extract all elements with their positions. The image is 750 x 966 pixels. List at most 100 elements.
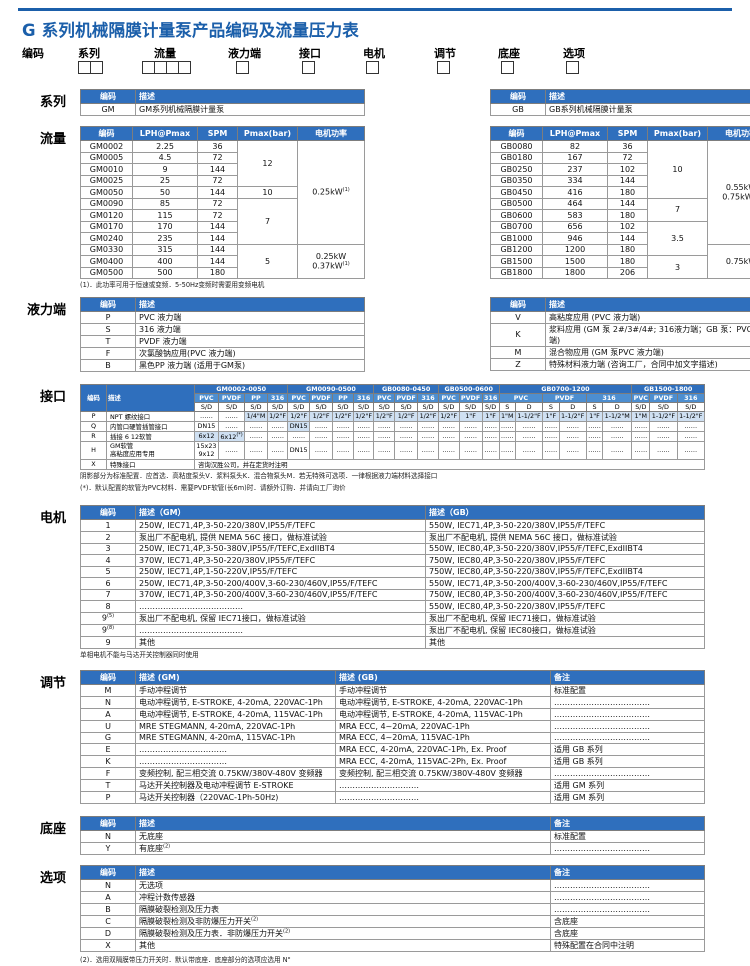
th-sd: S/D	[333, 402, 354, 411]
cell-interface-value: ……	[650, 431, 677, 441]
code-boxes-flow[interactable]	[142, 61, 190, 74]
th-group-gb0700-1200: GB0700-1200	[499, 384, 632, 393]
cell-interface-value: ……	[288, 431, 310, 441]
th-power: 电机功率	[708, 127, 750, 141]
cell-remark: 适用 GM 系列	[551, 780, 705, 792]
interface-footnote-2: (*)．默认配置的软管为PVC材料．需要PVDF软管(长6m)时．请额外订购．并…	[80, 484, 750, 494]
cell-code: 2	[81, 531, 136, 543]
cell-interface-value: ……	[586, 441, 602, 459]
cell-interface-value: 6x12	[195, 431, 219, 441]
cell-interface-value: ……	[267, 441, 288, 459]
th-sd: S/D	[677, 402, 704, 411]
code-boxes-options[interactable]	[566, 61, 578, 74]
cell-interface-value: ……	[459, 431, 482, 441]
cell-model-code: GB0600	[491, 210, 543, 222]
cell-model-code: GB0080	[491, 141, 543, 153]
cell-model-code: GM0330	[81, 244, 133, 256]
code-boxes-interface[interactable]	[302, 61, 314, 74]
cell-pmax: 7	[238, 198, 298, 244]
cell-spm: 180	[608, 210, 648, 222]
cell-spm: 144	[608, 233, 648, 245]
th-material-pvc: PVC	[195, 393, 219, 402]
cell-interface-value: ……	[395, 421, 418, 431]
cell-lph: 235	[133, 233, 198, 245]
code-group-label-control: 调节	[434, 45, 456, 61]
cell-interface-value: ……	[353, 441, 374, 459]
cell-code: K	[491, 323, 546, 346]
cell-remark: ………………………………	[551, 709, 705, 721]
table-row: K……………………………MRA ECC, 4-20mA, 115VAC-2Ph,…	[81, 756, 705, 768]
cell-spm: 144	[608, 198, 648, 210]
cell-desc: 次氯酸钠应用(PVC 液力端)	[136, 347, 365, 359]
cell-desc: 无选项	[136, 880, 551, 892]
cell-code: P	[81, 311, 136, 323]
cell-code: X	[81, 940, 136, 952]
cell-code: T	[81, 780, 136, 792]
cell-spm: 180	[198, 267, 238, 279]
cell-interface-value: ……	[195, 411, 219, 421]
code-boxes-base[interactable]	[501, 61, 513, 74]
th-desc: 描述	[546, 90, 750, 104]
cell-interface-value: ……	[374, 441, 395, 459]
cell-code: A	[81, 892, 136, 904]
code-boxes-liquid-end[interactable]	[236, 61, 248, 74]
th-material-316: 316	[267, 393, 288, 402]
cell-interface-value: 1"F	[482, 411, 499, 421]
th-group-gb1500-1800: GB1500-1800	[632, 384, 705, 393]
section-label-motor: 电机	[0, 505, 80, 526]
cell-interface-value: 1/2"F	[353, 411, 374, 421]
th-material-316: 316	[677, 393, 704, 402]
th-sd: S/D	[310, 402, 333, 411]
cell-remark: 适用 GB 系列	[551, 756, 705, 768]
th-sd: D	[603, 402, 632, 411]
cell-desc-gb: 550W, IEC80,4P,3-50-220/380V,IP55/F/TEFC	[426, 601, 705, 613]
cell-code: 7	[81, 589, 136, 601]
cell-code: S	[81, 323, 136, 335]
cell-interface-value: ……	[559, 431, 586, 441]
cell-interface-value: 1"M	[632, 411, 650, 421]
cell-interface-value: ……	[677, 441, 704, 459]
table-row: 9(8)…………………………………泵出厂不配电机, 保留 IEC80接口，做标准…	[81, 624, 705, 636]
th-sd: S/D	[650, 402, 677, 411]
cell-interface-value: ……	[515, 431, 542, 441]
th-desc-gm: 描述 (GM)	[136, 671, 336, 685]
cell-spm: 144	[198, 221, 238, 233]
cell-interface-value: ……	[459, 441, 482, 459]
cell-desc-gb: 手动冲程调节	[336, 685, 551, 697]
th-material-pvdf: PVDF	[650, 393, 677, 402]
cell-lph: 237	[543, 164, 608, 176]
th-sd: S/D	[218, 402, 244, 411]
cell-code: V	[491, 311, 546, 323]
cell-code: T	[81, 335, 136, 347]
cell-desc-gm: 电动冲程调节, E-STROKE, 4-20mA, 115VAC-1Ph	[136, 709, 336, 721]
cell-motor-power: 0.75kW	[708, 244, 750, 279]
cell-code: 9(8)	[81, 624, 136, 636]
section-label-base: 底座	[0, 816, 80, 837]
cell-desc-gb: 泵出厂不配电机, 保留 IEC71接口，做标准试验	[426, 612, 705, 624]
th-material-316: 316	[586, 393, 632, 402]
th-code: 编码	[491, 127, 543, 141]
code-boxes-motor[interactable]	[366, 61, 378, 74]
cell-desc: 黑色PP 液力端 (适用于GM泵)	[136, 359, 365, 371]
cell-lph: 656	[543, 221, 608, 233]
section-label-control: 调节	[0, 670, 80, 691]
code-boxes-series[interactable]	[78, 61, 102, 74]
cell-interface-value: ……	[438, 441, 459, 459]
cell-interface-value: ……	[482, 441, 499, 459]
cell-desc-gm: 370W, IEC71,4P,3-50-220/380V,IP55/F/TEFC	[136, 555, 426, 567]
code-boxes-control[interactable]	[437, 61, 449, 74]
